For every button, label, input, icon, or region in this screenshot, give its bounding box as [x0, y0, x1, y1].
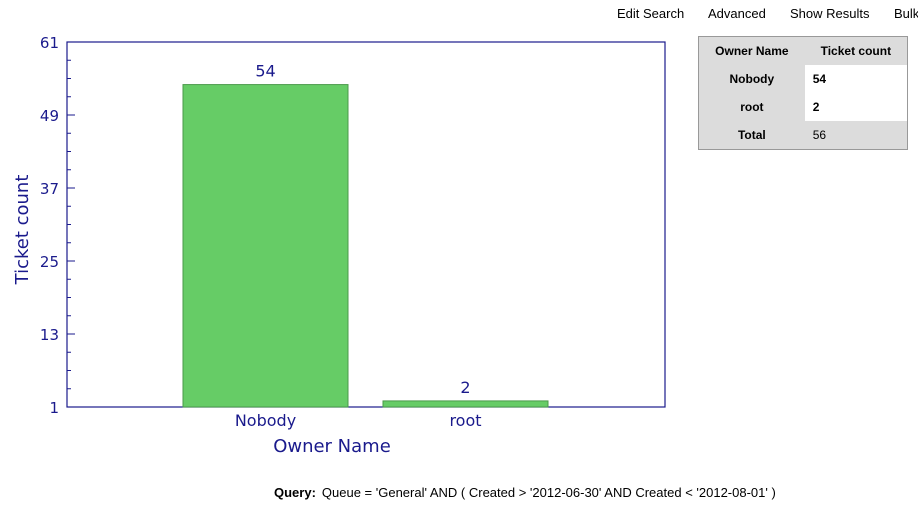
x-tick-label: root — [449, 411, 481, 430]
plot-frame — [66, 41, 666, 408]
total-row: Total 56 — [699, 121, 907, 149]
owner-cell: Nobody — [729, 72, 775, 86]
nav-edit-search[interactable]: Edit Search — [617, 6, 685, 21]
total-label: Total — [737, 128, 766, 142]
query-text: Queue = 'General' AND ( Created > '2012-… — [321, 485, 776, 500]
bar-value-label: 54 — [255, 62, 275, 81]
y-axis-label: Ticket count — [12, 175, 33, 286]
header-ticket-count: Ticket count — [820, 44, 892, 58]
owner-cell: root — [740, 100, 764, 114]
nav-advanced[interactable]: Advanced — [708, 6, 766, 21]
table-row: Nobody 54 — [699, 65, 907, 93]
query-line: Query: Queue = 'General' AND ( Created > … — [274, 485, 776, 500]
header-owner-name: Owner Name — [715, 44, 789, 58]
top-nav: Edit Search Advanced Show Results Bulk — [0, 6, 918, 22]
y-tick-label: 61 — [40, 34, 59, 52]
summary-table: Owner Name Ticket count Nobody 54 root 2… — [698, 36, 908, 150]
bar — [182, 84, 349, 408]
x-tick-label: Nobody — [235, 411, 296, 430]
bar — [382, 400, 549, 408]
y-tick-label: 1 — [49, 399, 59, 417]
bar-value-label: 2 — [460, 378, 470, 397]
ticket-chart: 1 13 25 37 49 61 54 Nobody 2 root Owner Name Ticket… — [12, 34, 666, 457]
y-tick-label: 37 — [40, 180, 59, 198]
table-row: root 2 — [699, 93, 907, 121]
nav-show-results[interactable]: Show Results — [790, 6, 870, 21]
x-axis-label: Owner Name — [273, 436, 391, 457]
count-cell: 54 — [804, 65, 907, 93]
nav-bulk[interactable]: Bulk — [894, 6, 918, 21]
y-tick-label: 49 — [40, 107, 59, 125]
query-label: Query: — [274, 485, 316, 500]
total-value: 56 — [804, 121, 907, 149]
count-cell: 2 — [804, 93, 907, 121]
y-tick-label: 13 — [40, 326, 59, 344]
y-tick-label: 25 — [40, 253, 59, 271]
